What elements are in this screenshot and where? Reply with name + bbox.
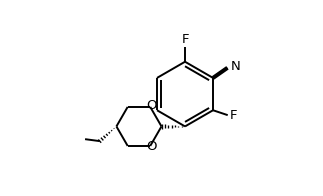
Text: N: N: [231, 60, 241, 73]
Text: O: O: [146, 99, 156, 113]
Text: O: O: [146, 140, 156, 153]
Text: F: F: [230, 109, 237, 122]
Text: F: F: [181, 33, 189, 46]
